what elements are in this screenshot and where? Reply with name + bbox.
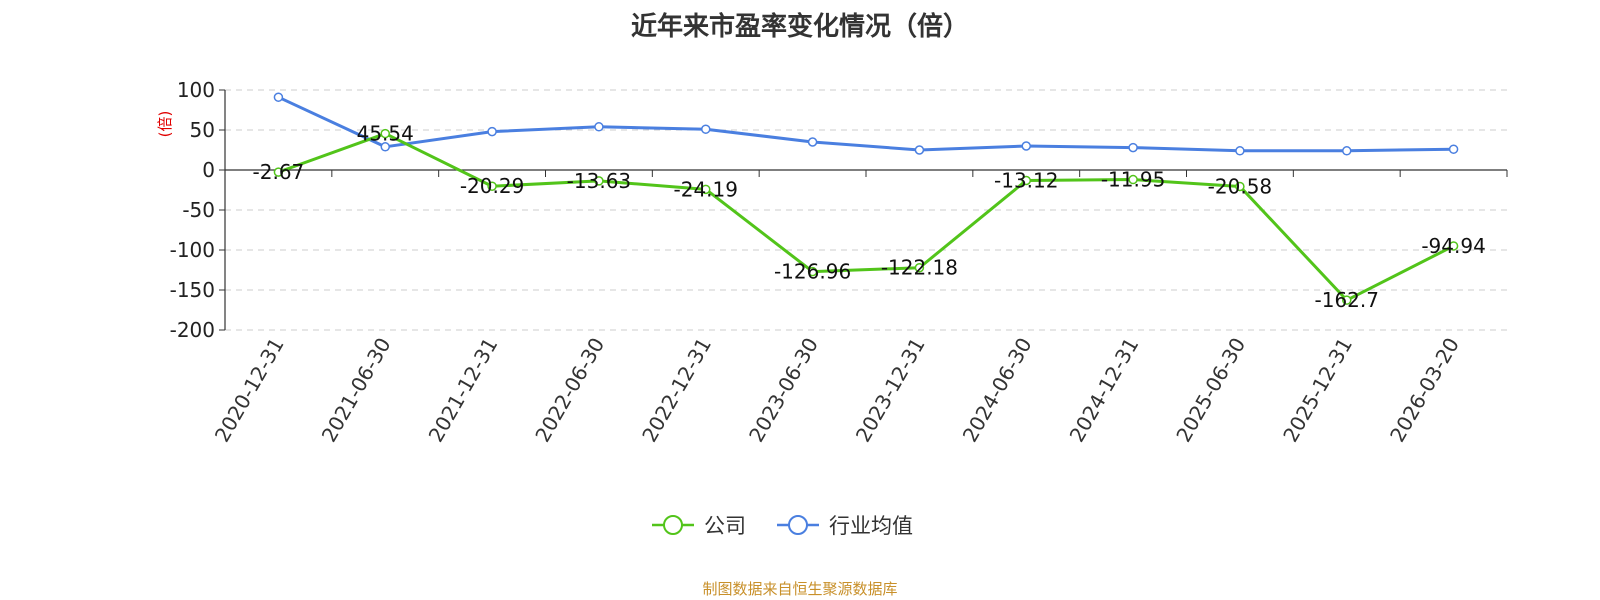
legend-item-1[interactable]: 行业均值 [777,514,913,538]
legend-item-0[interactable]: 公司 [652,514,746,538]
series-point-1[interactable] [1235,146,1245,156]
legend-label: 公司 [704,514,746,538]
series-point-0[interactable] [1448,241,1459,251]
y-tick-label: 50 [190,118,215,142]
data-label: 45.54 [357,122,414,146]
legend-marker [663,515,683,535]
data-label: -20.29 [460,174,524,198]
data-label: -94.94 [1421,234,1485,258]
data-label: -13.12 [994,168,1058,192]
series-point-0[interactable] [807,266,818,277]
series-point-0[interactable] [380,128,390,139]
series-point-1[interactable] [807,137,818,147]
series-point-1[interactable] [380,142,390,152]
data-label: -122.18 [881,256,958,280]
series-line-0 [277,132,1455,302]
data-label: -2.67 [253,160,305,184]
series-point-1[interactable] [594,122,604,132]
x-tick-label: 2023-06-30 [744,334,823,447]
data-label: -162.7 [1315,288,1379,312]
series-point-1[interactable] [273,92,284,102]
x-tick-labels: 2020-12-31 2021-06-30 2021-12-31 2022-06-30… [210,334,1464,447]
series-point-0[interactable] [1235,181,1245,192]
y-tick-label: 0 [202,158,215,182]
x-tick-label: 2024-06-30 [958,334,1037,447]
x-tick-label: 2025-06-30 [1171,334,1250,447]
y-axis-unit-label: (倍) [156,111,174,138]
series-point-1[interactable] [487,126,497,137]
grid-lines [219,89,1507,331]
data-label: -126.96 [774,260,851,284]
series-point-1[interactable] [1342,146,1352,156]
x-tick-label: 2020-12-31 [210,334,289,447]
x-tick-label: 2024-12-31 [1065,334,1144,447]
y-tick-label: -100 [170,238,215,262]
series-point-1[interactable] [914,145,925,155]
data-labels: -2.67 45.54 -20.29 -13.63 -24.19 -126.96 -122.… [253,122,1486,313]
y-tick-label: -150 [170,278,215,302]
chart-title: 近年来市盈率变化情况（倍） [630,12,969,42]
series-point-0[interactable] [487,181,497,191]
series-line-1 [277,95,1454,153]
legend-marker [788,515,808,535]
x-tick-label: 2022-12-31 [637,334,716,447]
data-label: -11.95 [1101,168,1165,192]
x-tick-label: 2023-12-31 [851,334,930,447]
series-point-1[interactable] [1448,144,1459,154]
series-lines [273,92,1459,305]
source-note: 制图数据来自恒生聚源数据库 [702,580,898,598]
series-point-1[interactable] [701,124,711,134]
x-tick-label: 2025-12-31 [1278,334,1357,447]
x-tick-label: 2021-06-30 [317,334,396,447]
series-point-0[interactable] [1128,174,1138,185]
legend-label: 行业均值 [829,514,913,538]
series-point-0[interactable] [914,262,925,273]
series-point-0[interactable] [594,176,604,186]
series-point-0[interactable] [1021,175,1031,186]
x-tick-label: 2026-03-20 [1385,334,1464,447]
axes [224,90,1508,330]
series-point-1[interactable] [1128,142,1138,153]
y-tick-label: 100 [177,78,215,102]
x-tick-label: 2022-06-30 [530,334,609,447]
legend: 公司 行业均值 [652,514,913,538]
data-label: -24.19 [674,177,738,201]
data-label: -13.63 [567,169,631,193]
x-tick-label: 2021-12-31 [424,334,503,447]
series-point-0[interactable] [273,167,284,177]
y-tick-label: -200 [170,318,215,342]
y-tick-labels: 100 50 0 -50 -100 -150 -200 [170,78,215,342]
series-point-0[interactable] [701,184,711,195]
series-point-0[interactable] [1342,295,1352,305]
series-point-1[interactable] [1021,141,1031,151]
data-label: -20.58 [1208,174,1272,198]
y-tick-label: -50 [182,198,215,222]
